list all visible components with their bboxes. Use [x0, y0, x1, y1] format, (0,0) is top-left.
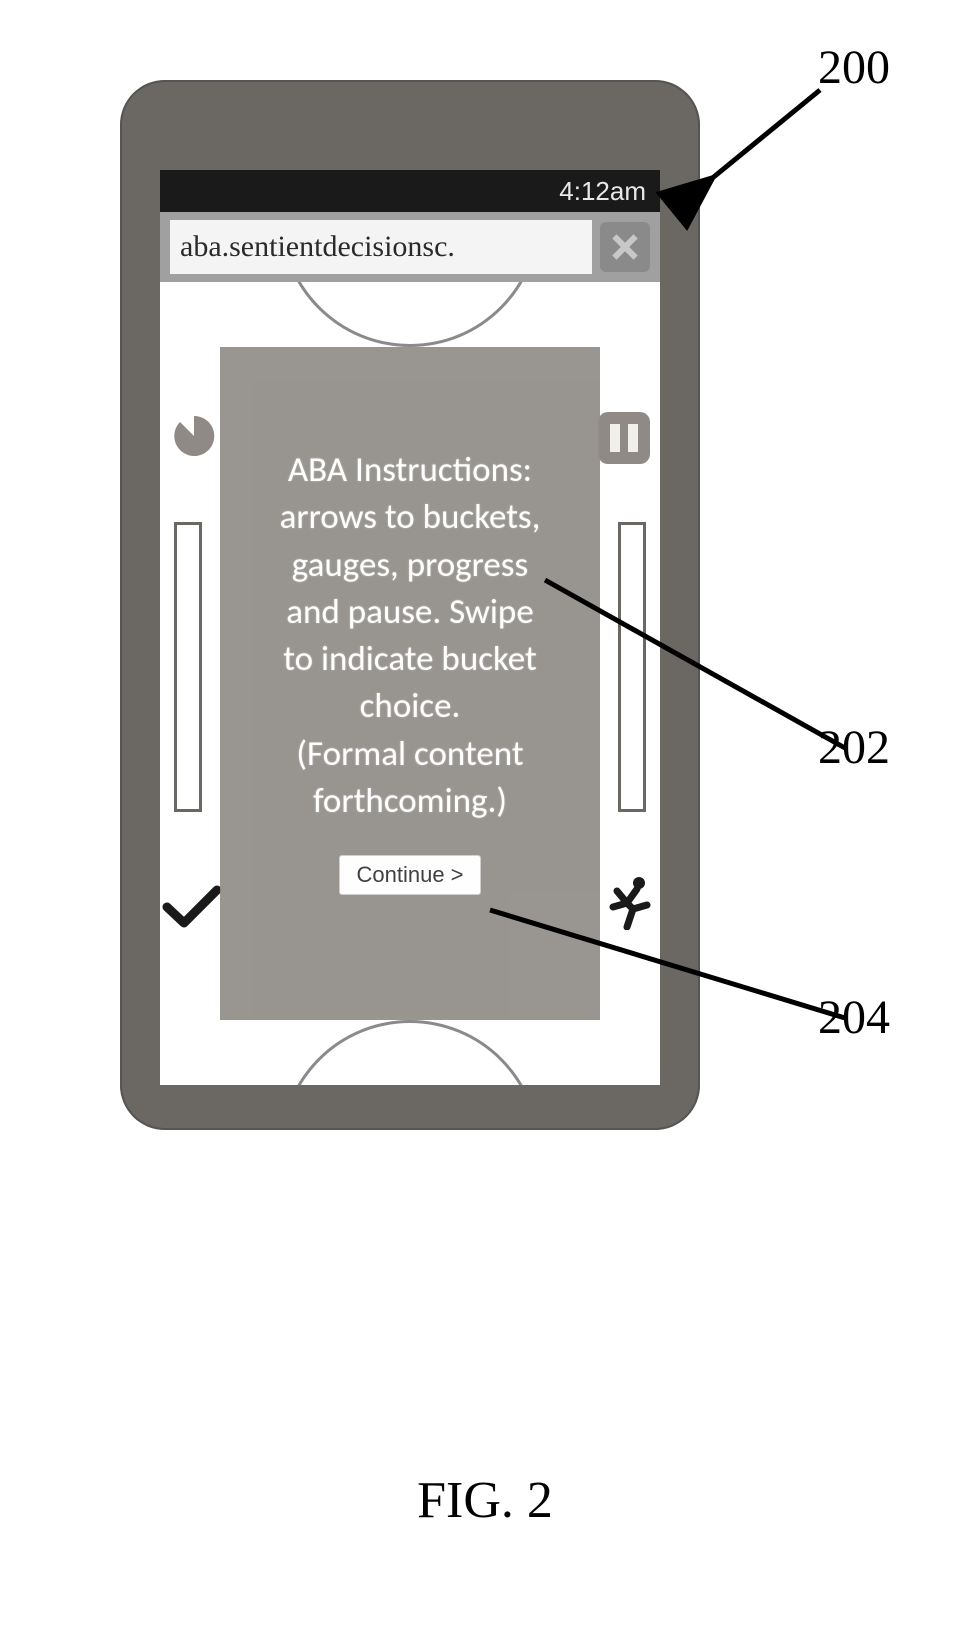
check-icon — [162, 885, 222, 930]
callout-label-202: 202 — [818, 720, 890, 775]
bucket-top[interactable] — [280, 282, 540, 347]
figure-caption: FIG. 2 — [50, 1471, 920, 1530]
callout-line-204 — [490, 910, 860, 1030]
callout-arrow-200 — [670, 70, 840, 200]
callout-label-200: 200 — [818, 40, 890, 95]
status-bar: 4:12am — [160, 170, 660, 212]
url-bar: aba.sentientdecisionsc. — [160, 212, 660, 282]
continue-button[interactable]: Continue > — [339, 855, 480, 895]
url-field[interactable]: aba.sentientdecisionsc. — [170, 220, 592, 274]
url-text: aba.sentientdecisionsc. — [180, 230, 455, 264]
callout-line-202 — [545, 580, 865, 760]
callout-label-204: 204 — [818, 990, 890, 1045]
progress-icon — [170, 412, 218, 460]
status-time: 4:12am — [559, 176, 646, 207]
figure-container: 4:12am aba.sentientdecisionsc. — [50, 40, 920, 1590]
close-icon[interactable] — [600, 222, 650, 272]
pause-icon[interactable] — [598, 412, 650, 464]
instructions-text: ABA Instructions: arrows to buckets, gau… — [280, 447, 541, 825]
gauge-left — [174, 522, 202, 812]
